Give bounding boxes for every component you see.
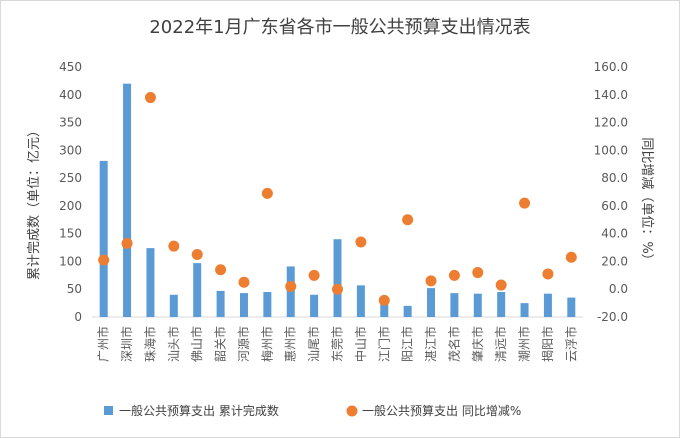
bar	[403, 305, 412, 317]
dot-series	[98, 92, 577, 306]
bar	[333, 239, 342, 317]
dot-point	[565, 251, 577, 263]
category-label: 茂名市	[446, 326, 461, 362]
bar	[520, 303, 529, 317]
bar	[427, 288, 436, 317]
dot-point	[308, 269, 320, 281]
category-label: 汕尾市	[306, 326, 321, 362]
y2-tick-label: 140.0	[594, 88, 628, 102]
category-label: 广州市	[96, 326, 111, 362]
y-tick-label: 350	[59, 116, 82, 130]
axes: 0 50 100 150 200 250 300 350 400 450 -20.0 0.0 20.0 4…	[59, 60, 628, 324]
category-label: 云浮市	[563, 326, 578, 362]
legend: 一般公共预算支出 累计完成数 一般公共预算支出 同比增减%	[104, 403, 521, 418]
y2-tick-label: 80.0	[601, 171, 628, 185]
dot-point	[98, 254, 110, 266]
bar	[450, 293, 459, 317]
bar	[380, 304, 389, 317]
category-label: 汕头市	[166, 326, 181, 362]
category-label: 潮州市	[517, 326, 532, 362]
bar	[356, 285, 365, 317]
dot-point	[519, 197, 531, 209]
category-label: 惠州市	[283, 326, 298, 362]
category-label: 中山市	[353, 326, 368, 362]
bar	[216, 290, 225, 317]
bar	[193, 263, 202, 317]
y2-tick-label: 100.0	[594, 143, 628, 157]
y2-tick-label: 60.0	[601, 199, 628, 213]
category-label: 揭阳市	[540, 326, 555, 362]
chart-title: 2022年1月广东省各市一般公共预算支出情况表	[149, 17, 530, 38]
legend-bar-swatch	[104, 406, 113, 415]
dot-point	[425, 275, 437, 287]
bar	[146, 248, 155, 317]
category-label: 佛山市	[189, 326, 204, 362]
dot-point	[215, 264, 227, 276]
category-label: 湛江市	[423, 326, 438, 362]
category-labels: 广州市 深圳市 珠海市 汕头市 佛山市 韶关市 河源市 梅州市 惠州市 汕尾市 东莞市 中山市 江门市阳…	[96, 326, 579, 362]
legend-dot-label: 一般公共预算支出 同比增减%	[362, 403, 521, 418]
category-label: 河源市	[236, 326, 251, 362]
dot-point	[542, 268, 554, 280]
y2-axis-title: 同比增减（单位：%）	[639, 137, 654, 266]
dot-point	[378, 294, 390, 306]
bar	[310, 294, 319, 317]
y2-tick-label: 40.0	[601, 227, 628, 241]
legend-dot-swatch	[346, 405, 358, 417]
y-tick-label: 50	[67, 282, 82, 296]
dot-point	[472, 267, 484, 279]
y-tick-label: 450	[59, 60, 82, 74]
y-axis-title: 累计完成数（单位：亿元）	[27, 124, 42, 280]
category-label: 阳江市	[400, 326, 415, 362]
bar	[567, 297, 576, 317]
dot-point	[332, 283, 343, 295]
y2-tick-label: 20.0	[601, 254, 628, 268]
dot-point	[191, 249, 203, 260]
dot-point	[168, 240, 180, 252]
bar	[99, 160, 108, 317]
bar	[497, 292, 506, 317]
y-tick-label: 400	[59, 88, 82, 102]
dot-point	[285, 280, 297, 292]
dot-point	[144, 92, 156, 104]
y-tick-label: 100	[59, 254, 82, 268]
y-tick-label: 300	[59, 143, 82, 157]
y-tick-label: 0	[74, 310, 82, 324]
bar	[473, 293, 482, 317]
category-label: 东莞市	[330, 326, 345, 362]
bar	[169, 294, 178, 317]
dot-point	[355, 236, 367, 248]
category-label: 江门市	[376, 326, 391, 362]
dot-point	[448, 269, 460, 281]
bar	[543, 293, 552, 317]
category-label: 肇庆市	[470, 326, 485, 362]
y-tick-label: 150	[59, 227, 82, 241]
category-label: 珠海市	[142, 326, 157, 362]
bar	[239, 293, 248, 317]
y-tick-label: 250	[59, 171, 82, 185]
dot-point	[402, 214, 414, 226]
category-label: 梅州市	[259, 326, 274, 362]
bar	[263, 292, 272, 317]
dot-point	[495, 279, 507, 291]
y-tick-label: 200	[59, 199, 82, 213]
y2-tick-label: -20.0	[597, 310, 628, 324]
category-label: 深圳市	[119, 326, 134, 362]
category-label: 清远市	[493, 326, 508, 362]
y2-tick-label: 160.0	[594, 60, 628, 74]
y2-tick-label: 0.0	[609, 282, 628, 296]
legend-bar-label: 一般公共预算支出 累计完成数	[119, 403, 279, 418]
dot-point	[261, 187, 273, 199]
dot-point	[238, 276, 250, 288]
y2-tick-label: 120.0	[594, 116, 628, 130]
category-label: 韶关市	[213, 326, 228, 362]
bar	[123, 83, 132, 318]
dot-point	[121, 237, 133, 249]
